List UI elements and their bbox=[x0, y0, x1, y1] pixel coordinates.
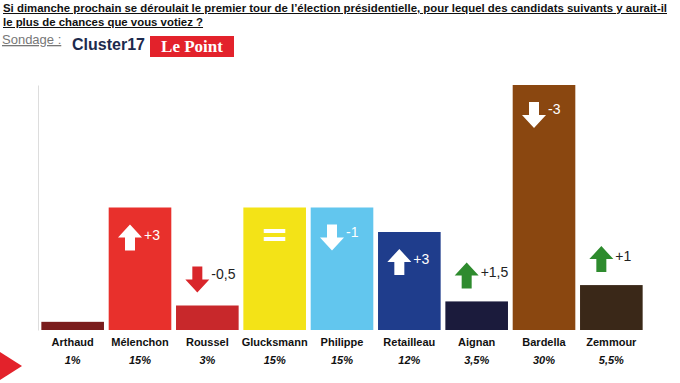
data-label: 15% bbox=[264, 354, 286, 366]
data-labels: 1% 15% 3% 15% 15% 12% 3,5% 30% 5,5% bbox=[65, 354, 624, 366]
data-label: 3% bbox=[199, 354, 215, 366]
data-label: 15% bbox=[129, 354, 151, 366]
bar bbox=[311, 208, 374, 331]
x-tick: Retailleau bbox=[383, 330, 435, 348]
x-tick: Philippe bbox=[321, 330, 364, 348]
data-label: 5,5% bbox=[599, 354, 624, 366]
x-tick-label: Philippe bbox=[321, 336, 364, 348]
x-tick-label: Roussel bbox=[186, 336, 229, 348]
x-tick-label: Bardella bbox=[522, 336, 566, 348]
x-axis: Arthaud Mélenchon Roussel Glucksmann Philipp… bbox=[41, 330, 645, 348]
change-arrow bbox=[320, 225, 344, 251]
change-arrow bbox=[522, 102, 546, 128]
x-tick: Aignan bbox=[458, 330, 496, 348]
bar bbox=[41, 322, 104, 330]
x-tick-label: Aignan bbox=[458, 336, 496, 348]
data-label: 1% bbox=[65, 354, 81, 366]
bar bbox=[378, 232, 441, 330]
chart: Sondage : Cluster17 Le Point Arthaud Mélench… bbox=[0, 0, 680, 383]
data-label: 12% bbox=[398, 354, 420, 366]
source-logo-box bbox=[150, 36, 234, 57]
bar bbox=[109, 208, 172, 331]
x-tick-label: Glucksmann bbox=[242, 336, 308, 348]
x-tick-label: Arthaud bbox=[52, 336, 94, 348]
x-tick: Arthaud bbox=[52, 330, 94, 348]
x-tick-label: Mélenchon bbox=[111, 336, 169, 348]
changes: +3 -0,5 = -1 +3 +1,5 -3 +1 bbox=[118, 101, 632, 293]
change-label: +3 bbox=[144, 227, 160, 243]
bar bbox=[580, 285, 643, 330]
x-tick-label: Retailleau bbox=[383, 336, 435, 348]
data-label: 15% bbox=[331, 354, 353, 366]
change-label: +1 bbox=[615, 248, 631, 264]
source-logo: Cluster17 bbox=[72, 36, 145, 53]
change-label: +3 bbox=[413, 251, 429, 267]
change-label: +1,5 bbox=[481, 264, 509, 280]
x-tick: Bardella bbox=[522, 330, 566, 348]
x-tick: Roussel bbox=[186, 330, 229, 348]
change-label: -3 bbox=[548, 101, 561, 117]
data-label: 3,5% bbox=[464, 354, 489, 366]
subtitle: Sondage : bbox=[2, 32, 61, 47]
bar bbox=[243, 208, 306, 331]
change-label: -0,5 bbox=[211, 266, 235, 282]
change-arrow bbox=[118, 225, 142, 251]
y-axis bbox=[38, 86, 39, 331]
bars bbox=[41, 85, 642, 330]
y-axis-line bbox=[38, 86, 39, 331]
bar bbox=[513, 85, 576, 330]
x-tick-label: Zemmour bbox=[586, 336, 637, 348]
bar bbox=[176, 306, 239, 331]
change-label: = bbox=[260, 214, 289, 254]
data-label: 30% bbox=[533, 354, 555, 366]
decoration bbox=[0, 352, 22, 380]
change-arrow bbox=[185, 267, 209, 293]
x-tick: Glucksmann bbox=[242, 330, 308, 348]
change-label: -1 bbox=[346, 224, 359, 240]
x-tick: Zemmour bbox=[586, 330, 637, 348]
bar bbox=[445, 301, 508, 330]
x-tick: Mélenchon bbox=[111, 330, 169, 348]
source-logo: Le Point bbox=[161, 37, 223, 56]
change-arrow bbox=[387, 249, 411, 275]
change-arrow bbox=[455, 262, 479, 288]
x-axis-line bbox=[41, 330, 645, 331]
change-arrow bbox=[589, 246, 613, 272]
title: Si dimanche prochain se déroulait le pre… bbox=[3, 1, 675, 29]
